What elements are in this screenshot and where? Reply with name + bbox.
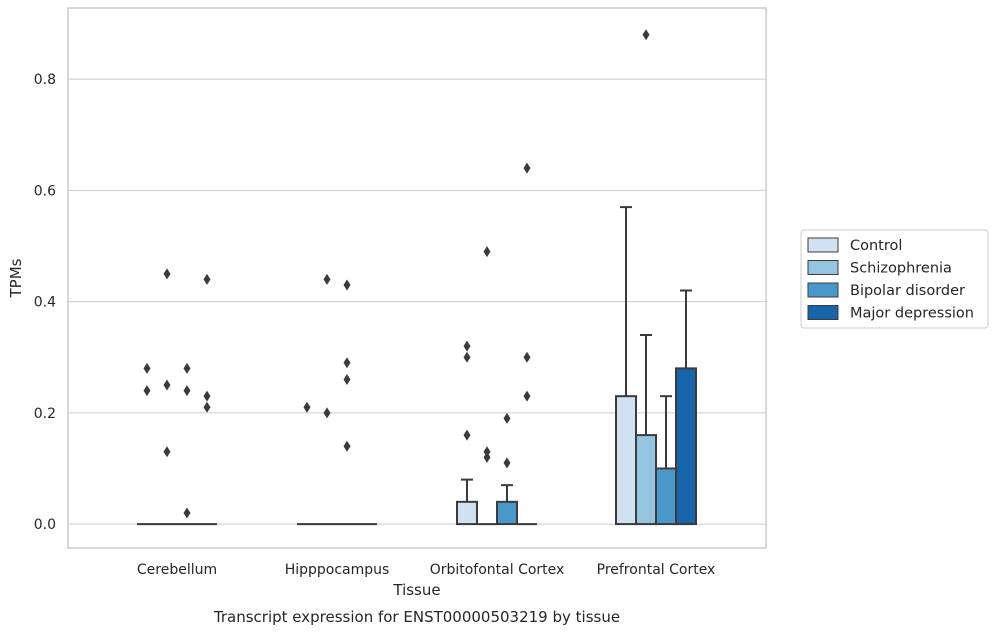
outlier-point: [463, 429, 471, 441]
outlier-point: [323, 273, 331, 285]
outlier-point: [483, 451, 491, 463]
outlier-point: [343, 357, 351, 369]
outlier-point: [203, 273, 211, 285]
outlier-point: [183, 362, 191, 374]
x-tick-label: Hipppocampus: [285, 562, 390, 578]
outlier-point: [343, 373, 351, 385]
outlier-point: [483, 246, 491, 258]
legend-items: Control Schizophrenia Bipolar disorder Majo…: [807, 237, 974, 322]
bar-layer: [137, 367, 697, 526]
outlier-point: [503, 457, 511, 469]
bar: [456, 500, 478, 526]
legend-swatch: [807, 305, 839, 320]
outlier-point: [523, 351, 531, 363]
x-tick-label: Cerebellum: [137, 562, 217, 578]
outlier-point: [503, 412, 511, 424]
legend-label: Bipolar disorder: [850, 283, 965, 299]
bar: [635, 434, 657, 526]
outlier-point: [483, 446, 491, 458]
bar: [496, 500, 518, 526]
outlier-point: [303, 401, 311, 413]
outlier-point: [203, 401, 211, 413]
bar: [655, 467, 677, 526]
outlier-point: [323, 407, 331, 419]
outlier-point: [183, 385, 191, 397]
outlier-point: [143, 385, 151, 397]
grid-layer: [68, 78, 766, 525]
y-tick-label: 0.4: [34, 295, 56, 311]
legend-swatch: [807, 282, 839, 298]
outlier-layer: [143, 29, 650, 519]
x-axis-ticks: Cerebellum Hipppocampus Orbitofontal Corte…: [137, 562, 715, 578]
outlier-point: [163, 379, 171, 391]
legend-label: Control: [850, 238, 902, 254]
x-tick-label: Orbitofontal Cortex: [430, 562, 565, 578]
y-axis-title: TPMs: [7, 258, 25, 298]
y-axis-ticks: 0.0 0.2 0.4 0.6 0.8: [34, 72, 56, 533]
legend-label: Major depression: [850, 306, 974, 322]
outlier-point: [343, 279, 351, 291]
bar: [675, 367, 697, 526]
x-tick-label: Prefrontal Cortex: [597, 562, 716, 578]
y-tick-label: 0.2: [34, 406, 56, 422]
outlier-point: [143, 362, 151, 374]
y-tick-label: 0.0: [34, 517, 56, 533]
outlier-point: [463, 340, 471, 352]
y-tick-label: 0.8: [34, 72, 56, 88]
outlier-point: [183, 507, 191, 519]
outlier-point: [203, 390, 211, 402]
legend: Control Schizophrenia Bipolar disorder Majo…: [800, 229, 989, 329]
outlier-point: [463, 351, 471, 363]
bar: [615, 395, 637, 526]
outlier-point: [523, 162, 531, 174]
whisker-layer: [461, 206, 692, 502]
chart-caption: Transcript expression for ENST0000050321…: [213, 608, 620, 626]
outlier-point: [523, 390, 531, 402]
x-axis-title: Tissue: [392, 581, 440, 599]
plot-frame: [67, 7, 767, 549]
outlier-point: [163, 446, 171, 458]
outlier-point: [343, 440, 351, 452]
outlier-point: [163, 268, 171, 280]
y-tick-label: 0.6: [34, 183, 56, 199]
legend-label: Schizophrenia: [850, 261, 952, 277]
legend-swatch: [807, 237, 839, 253]
legend-frame: [800, 229, 989, 329]
legend-swatch: [807, 260, 839, 275]
outlier-point: [642, 29, 650, 41]
